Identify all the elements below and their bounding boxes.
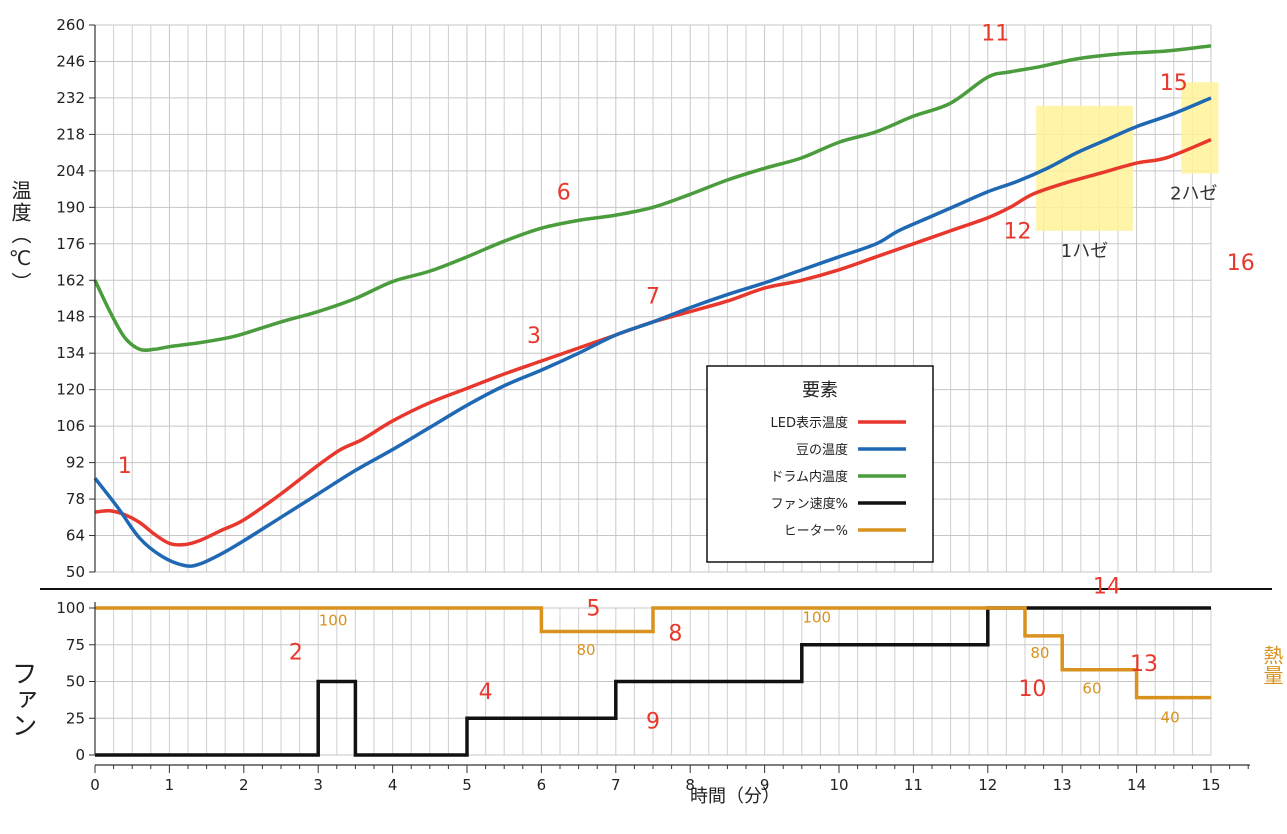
temperature-axis-label: 温度（℃） [8, 180, 32, 294]
y-tick-label: 134 [56, 344, 85, 362]
x-axis-title: 時間（分） [690, 786, 780, 807]
step-number-annotation: 9 [646, 710, 660, 735]
legend-entry-label: ドラム内温度 [770, 469, 848, 485]
x-tick-label: 3 [313, 776, 323, 794]
x-tick-label: 7 [611, 776, 621, 794]
heater-value-label: 60 [1082, 679, 1101, 697]
legend-entry-label: LED表示温度 [771, 415, 848, 431]
x-tick-label: 0 [90, 776, 100, 794]
step-number-annotation: 6 [557, 181, 571, 206]
step-line-1 [95, 606, 1211, 757]
series-line-1 [94, 137, 1212, 547]
x-tick-label: 2 [239, 776, 249, 794]
x-tick-label: 9 [760, 776, 770, 794]
second-crack-label: 2ハゼ [1170, 183, 1217, 204]
series-line-3 [93, 44, 1212, 353]
y-tick-label: 78 [66, 490, 85, 508]
crack-highlights [1036, 82, 1219, 231]
step-line-2 [95, 606, 1211, 700]
x-tick-label: 8 [685, 776, 695, 794]
heater-value-label: 80 [1030, 644, 1049, 662]
heater-value-label: 40 [1161, 709, 1180, 727]
y-tick-label: 190 [56, 198, 85, 216]
step-number-annotation: 12 [1004, 220, 1032, 245]
x-tick-label: 12 [978, 776, 997, 794]
y-tick-label: 120 [56, 381, 85, 399]
y-tick-label: 162 [56, 271, 85, 289]
y-tick-label: 176 [56, 235, 85, 253]
crack-highlight [1181, 82, 1219, 174]
x-tick-label: 14 [1127, 776, 1146, 794]
first-crack-label: 1ハゼ [1061, 241, 1108, 262]
y-tick-label: 148 [56, 308, 85, 326]
axes: 5064789210612013414816217619020421823224… [40, 16, 1272, 794]
x-tick-label: 5 [462, 776, 472, 794]
y-tick-label: 100 [56, 599, 85, 617]
fan-axis-label: ファン [7, 660, 37, 738]
y-tick-label: 50 [66, 563, 85, 581]
step-number-annotation: 7 [646, 285, 660, 310]
y-tick-label: 25 [66, 709, 85, 727]
legend-entry-label: ヒーター% [784, 524, 848, 539]
y-tick-label: 92 [66, 454, 85, 472]
y-tick-label: 50 [66, 673, 85, 691]
heat-axis-label: 熱量 [1260, 645, 1284, 685]
legend-entry-label: 豆の温度 [796, 442, 848, 458]
x-tick-label: 13 [1053, 776, 1072, 794]
x-tick-label: 15 [1201, 776, 1220, 794]
step-number-annotation: 3 [527, 324, 541, 349]
y-tick-label: 246 [56, 52, 85, 70]
step-number-annotation: 1 [118, 454, 132, 479]
x-tick-label: 4 [388, 776, 398, 794]
step-number-annotation: 4 [479, 680, 493, 705]
y-tick-label: 218 [56, 125, 85, 143]
y-tick-label: 0 [75, 746, 85, 764]
y-tick-label: 106 [56, 417, 85, 435]
legend-title: 要素 [802, 380, 838, 401]
step-number-annotation: 10 [1018, 677, 1046, 702]
heater-value-label: 100 [802, 609, 831, 627]
series-lines [93, 44, 1212, 757]
step-number-annotation: 13 [1130, 652, 1158, 677]
x-tick-label: 1 [165, 776, 175, 794]
x-tick-label: 10 [829, 776, 848, 794]
step-number-annotation: 2 [289, 640, 303, 665]
series-line-2 [93, 96, 1212, 568]
x-tick-label: 11 [904, 776, 923, 794]
step-number-annotation: 11 [981, 22, 1009, 47]
step-number-annotation: 8 [668, 621, 682, 646]
annotations: 1ハゼ2ハゼ1367111215162458910131410080100806… [118, 22, 1255, 735]
step-number-annotation: 15 [1160, 71, 1188, 96]
heater-value-label: 100 [319, 612, 348, 630]
step-number-annotation: 5 [586, 596, 600, 621]
y-tick-label: 75 [66, 636, 85, 654]
legend-entry-label: ファン速度% [771, 496, 848, 512]
step-number-annotation: 14 [1093, 574, 1121, 599]
y-tick-label: 260 [56, 16, 85, 34]
step-number-annotation: 16 [1227, 251, 1255, 276]
y-tick-label: 204 [56, 162, 85, 180]
x-tick-label: 6 [537, 776, 547, 794]
y-tick-label: 232 [56, 89, 85, 107]
y-tick-label: 64 [66, 527, 85, 545]
heater-value-label: 80 [576, 641, 595, 659]
